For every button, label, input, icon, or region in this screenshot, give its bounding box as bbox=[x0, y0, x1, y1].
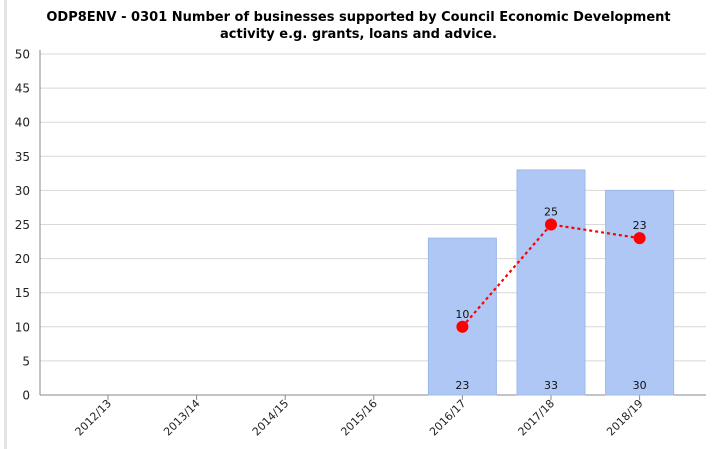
y-tick-label: 45 bbox=[15, 82, 30, 96]
y-tick-label: 50 bbox=[15, 48, 30, 62]
bar-value-label: 30 bbox=[633, 379, 647, 392]
chart-title-line-1: ODP8ENV - 0301 Number of businesses supp… bbox=[46, 10, 671, 25]
bar bbox=[605, 189, 675, 396]
y-tick-label: 25 bbox=[15, 218, 30, 232]
line-value-label: 23 bbox=[633, 219, 647, 232]
chart-title: ODP8ENV - 0301 Number of businesses supp… bbox=[0, 9, 717, 43]
y-tick-label: 20 bbox=[15, 252, 30, 266]
y-tick-label: 15 bbox=[15, 286, 30, 300]
x-tick-label: 2017/18 bbox=[516, 397, 558, 439]
x-tick-label: 2013/14 bbox=[161, 397, 203, 439]
x-tick-label: 2018/19 bbox=[604, 397, 646, 439]
y-tick-label: 30 bbox=[15, 184, 30, 198]
line-point bbox=[545, 218, 557, 231]
x-tick-label: 2012/13 bbox=[73, 397, 115, 439]
x-tick-label: 2015/16 bbox=[338, 397, 380, 439]
line-value-label: 25 bbox=[544, 206, 558, 219]
left-border bbox=[4, 0, 7, 449]
y-tick-label: 35 bbox=[15, 150, 30, 164]
x-tick-label: 2014/15 bbox=[250, 397, 292, 439]
bar bbox=[516, 169, 586, 396]
chart-title-line-2: activity e.g. grants, loans and advice. bbox=[220, 27, 497, 42]
line-value-label: 10 bbox=[455, 308, 469, 321]
bar-value-label: 23 bbox=[455, 379, 469, 392]
y-tick-label: 0 bbox=[22, 389, 30, 403]
y-tick-label: 10 bbox=[15, 320, 30, 334]
bar-value-label: 33 bbox=[544, 379, 558, 392]
line-point bbox=[633, 232, 646, 245]
y-tick-label: 5 bbox=[22, 354, 30, 368]
bar bbox=[427, 237, 497, 396]
x-tick-label: 2016/17 bbox=[427, 397, 469, 439]
y-tick-label: 40 bbox=[15, 116, 30, 130]
line-point bbox=[456, 320, 469, 333]
